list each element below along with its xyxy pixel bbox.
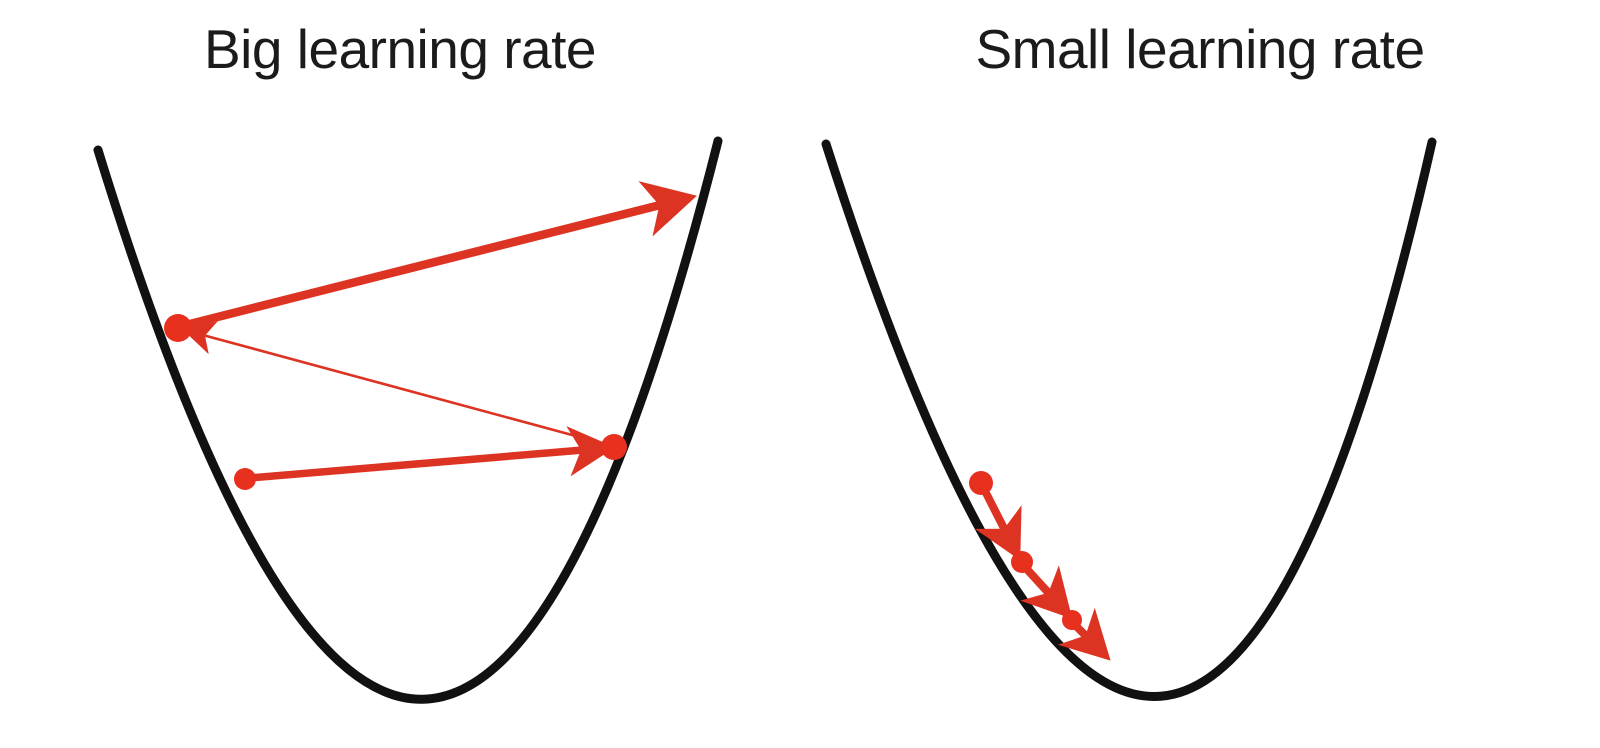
iterate-dot-2 (164, 314, 192, 342)
iterate-dot-0 (969, 471, 993, 495)
loss-curve-parabola (821, 137, 1437, 701)
big-learning-rate-plot (93, 136, 723, 704)
iterate-dot-1 (1011, 551, 1033, 573)
panel-big-learning-rate: Big learning rate (93, 22, 723, 704)
panel-small-learning-rate: Small learning rate (800, 0, 1600, 748)
iterate-dot-0 (234, 468, 256, 490)
panel-title-small-learning-rate: Small learning rate (975, 18, 1425, 80)
gradient-step-arrow-1 (974, 485, 1022, 561)
iterate-dot-1 (601, 434, 627, 460)
iterate-dot-2 (1062, 610, 1082, 630)
panel-title-big-learning-rate: Big learning rate (203, 18, 597, 80)
gradient-step-arrow-3 (1057, 607, 1111, 661)
gradient-step-arrow-3 (180, 181, 697, 331)
small-learning-rate-plot (821, 137, 1437, 701)
gradient-step-arrow-1 (248, 426, 616, 482)
loss-curve-parabola (93, 136, 723, 704)
gradient-step-arrow-2 (182, 321, 610, 447)
gradient-step-arrow-2 (1020, 563, 1073, 619)
